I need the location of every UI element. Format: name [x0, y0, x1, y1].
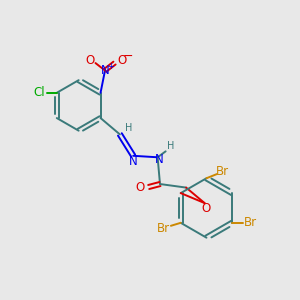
Text: +: + [107, 61, 114, 70]
Text: −: − [123, 50, 133, 63]
Text: Br: Br [216, 165, 230, 178]
Text: O: O [201, 202, 210, 215]
Text: N: N [129, 154, 138, 168]
Text: O: O [85, 54, 94, 67]
Text: N: N [155, 153, 164, 166]
Text: Br: Br [244, 216, 257, 229]
Text: O: O [135, 181, 144, 194]
Text: H: H [167, 141, 175, 151]
Text: H: H [124, 123, 132, 133]
Text: N: N [100, 64, 109, 77]
Text: Cl: Cl [33, 86, 45, 99]
Text: Br: Br [157, 222, 170, 235]
Text: O: O [117, 54, 127, 67]
